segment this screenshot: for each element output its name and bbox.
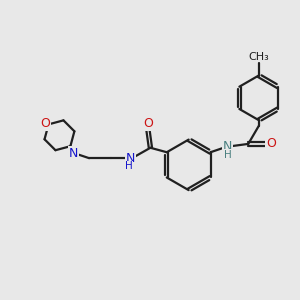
Text: CH₃: CH₃ — [248, 52, 269, 61]
Text: O: O — [40, 117, 50, 130]
Text: H: H — [124, 161, 132, 172]
Text: N: N — [126, 152, 135, 165]
Text: O: O — [143, 118, 153, 130]
Text: H: H — [224, 150, 231, 160]
Text: O: O — [266, 137, 276, 150]
Text: N: N — [223, 140, 232, 153]
Text: N: N — [69, 147, 78, 160]
